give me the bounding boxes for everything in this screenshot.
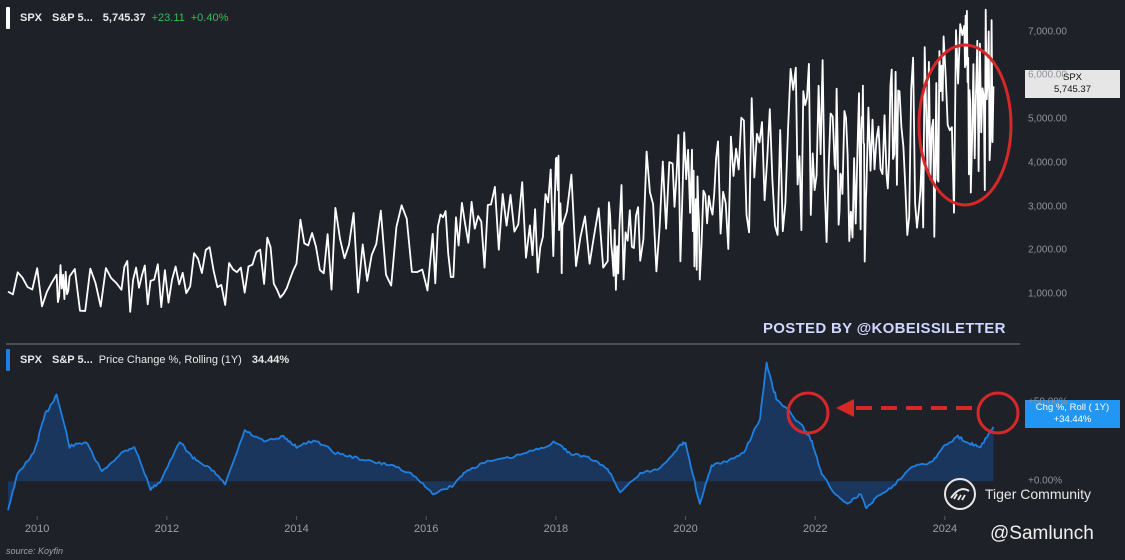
source-note: source: Koyfin xyxy=(6,546,64,556)
price-y-tick-label: 4,000.00 xyxy=(1028,157,1067,169)
highlight-circle-top xyxy=(917,43,1013,207)
price-change: +23.11 xyxy=(151,12,185,24)
change-badge: Chg %, Roll ( 1Y) +34.44% xyxy=(1025,400,1120,428)
x-tick-label: 2018 xyxy=(543,523,569,535)
x-tick-label: 2020 xyxy=(673,523,698,535)
change-y-tick-label: +0.00% xyxy=(1028,475,1063,487)
x-tick-label: 2012 xyxy=(154,523,180,535)
tiger-community-logo: Tiger Community xyxy=(943,477,1091,511)
x-tick-label: 2024 xyxy=(932,523,958,535)
price-y-tick-label: 1,000.00 xyxy=(1028,288,1067,300)
x-tick-label: 2016 xyxy=(413,523,439,535)
change-line xyxy=(7,361,995,511)
price-change-pct: +0.40% xyxy=(190,12,229,24)
price-y-tick-label: 3,000.00 xyxy=(1028,201,1067,213)
spx-price-line xyxy=(7,8,995,313)
change-header: SPX S&P 5... Price Change %, Rolling (1Y… xyxy=(6,346,289,374)
panel-divider xyxy=(6,343,1020,345)
change-value: 34.44% xyxy=(251,354,290,366)
change-ticker: SPX xyxy=(20,354,43,366)
price-last: 5,745.37 xyxy=(102,12,146,24)
price-y-tick-label: 7,000.00 xyxy=(1028,26,1067,37)
change-badge-label: Chg %, Roll ( 1Y) xyxy=(1035,402,1110,413)
price-y-tick-label: 6,000.00 xyxy=(1028,69,1067,81)
tiger-icon xyxy=(944,478,976,510)
change-y-tick-label: +50.00% xyxy=(1028,396,1068,408)
highlight-circle-latest xyxy=(976,391,1020,435)
price-badge: SPX 5,745.37 xyxy=(1025,70,1120,98)
change-chart-panel: SPX S&P 5... Price Change %, Rolling (1Y… xyxy=(6,346,1020,516)
price-y-tick-label: 2,000.00 xyxy=(1028,244,1067,256)
price-y-tick-label: 5,000.00 xyxy=(1028,113,1067,125)
price-name: S&P 5... xyxy=(52,12,93,24)
price-series-marker xyxy=(6,7,10,29)
x-tick-label: 2010 xyxy=(24,523,50,535)
price-chart-panel: SPX S&P 5... 5,745.37 +23.11 +0.40% xyxy=(6,4,1020,342)
x-tick-label: 2014 xyxy=(284,523,309,535)
price-ticker: SPX xyxy=(20,12,43,24)
change-badge-value: +34.44% xyxy=(1053,414,1092,425)
author-handle: @Samlunch xyxy=(990,523,1094,544)
change-series-marker xyxy=(6,349,10,371)
watermark: POSTED BY @KOBEISSILETTER xyxy=(763,320,1006,337)
change-metric: Price Change %, Rolling (1Y) xyxy=(98,354,242,366)
price-badge-value: 5,745.37 xyxy=(1054,84,1091,95)
change-area-fill xyxy=(8,362,994,511)
price-header: SPX S&P 5... 5,745.37 +23.11 +0.40% xyxy=(6,4,228,32)
change-name: S&P 5... xyxy=(52,354,93,366)
highlight-circle-2022 xyxy=(786,391,830,435)
x-tick-label: 2022 xyxy=(802,523,828,535)
price-badge-ticker: SPX xyxy=(1062,72,1082,83)
arrow-head xyxy=(836,399,854,417)
community-label: Tiger Community xyxy=(985,486,1092,502)
